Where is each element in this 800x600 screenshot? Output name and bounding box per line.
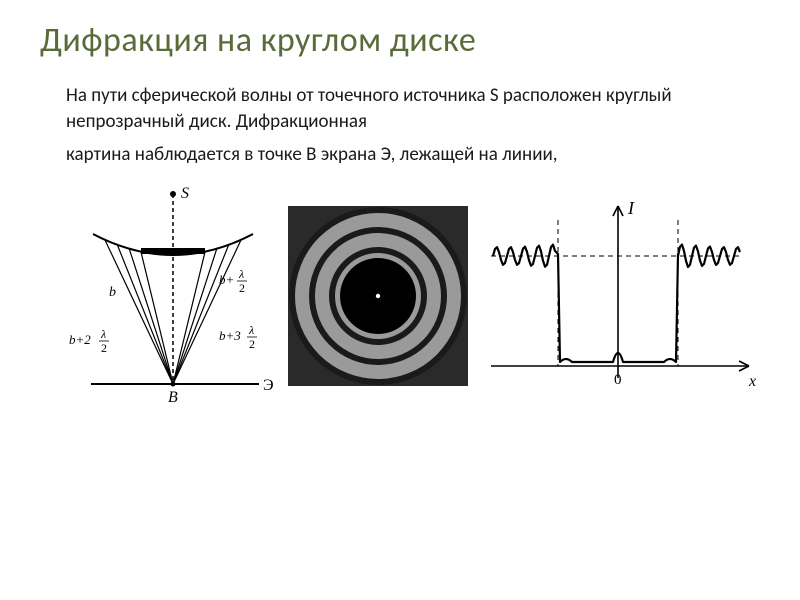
svg-text:2: 2 — [101, 341, 107, 355]
svg-text:b+: b+ — [219, 272, 234, 287]
page-title: Дифракция на круглом диске — [40, 20, 760, 61]
svg-text:b: b — [109, 285, 116, 300]
svg-text:B: B — [168, 389, 178, 406]
svg-text:2: 2 — [239, 281, 245, 295]
intensity-profile-plot: Ix 0 — [473, 186, 763, 406]
svg-text:λ: λ — [100, 327, 106, 341]
body-paragraph-2: картина наблюдается в точке B экрана Э, … — [40, 142, 760, 168]
svg-text:x: x — [748, 373, 756, 390]
diffraction-rings-image — [283, 201, 473, 391]
svg-text:b+3: b+3 — [219, 328, 241, 343]
svg-text:2: 2 — [249, 337, 255, 351]
body-paragraph-1: На пути сферической волны от точечного и… — [40, 83, 760, 134]
svg-text:S: S — [181, 185, 189, 202]
svg-text:λ: λ — [248, 323, 254, 337]
svg-text:b+2: b+2 — [69, 332, 91, 347]
fresnel-geometry-diagram: S B Э b b+2 λ 2 — [63, 176, 283, 416]
svg-text:I: I — [627, 198, 635, 218]
svg-text:Э: Э — [263, 377, 274, 394]
svg-text:λ: λ — [238, 267, 244, 281]
figures-row: S B Э b b+2 λ 2 — [40, 176, 760, 416]
svg-text:0: 0 — [614, 372, 622, 388]
